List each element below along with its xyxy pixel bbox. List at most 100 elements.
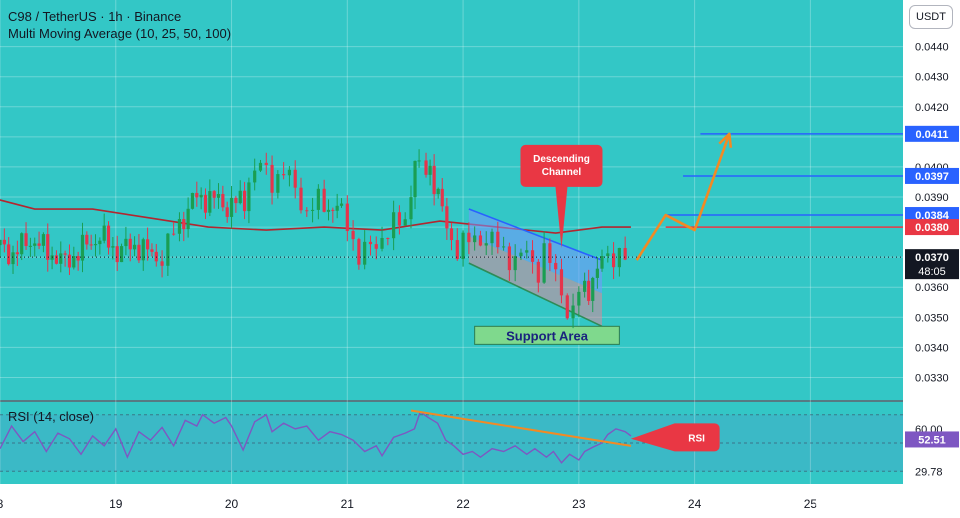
candle (424, 152, 428, 178)
candle-body (513, 256, 517, 271)
time-tick-label: 8 (0, 497, 4, 511)
candle-body (190, 192, 195, 209)
candle-body (413, 160, 417, 198)
price-level-tag (905, 219, 959, 236)
candle-body (386, 237, 390, 239)
candle (253, 158, 257, 191)
rsi-callout-label: RSI (688, 433, 705, 444)
current-price-label: 0.0370 (915, 252, 949, 264)
time-tick-label: 23 (572, 497, 586, 511)
candle-body (203, 194, 208, 213)
candle-body (93, 244, 98, 246)
candle (166, 232, 170, 276)
candle-body (282, 174, 286, 176)
candle-body (380, 237, 384, 249)
candle (591, 276, 595, 313)
candle (146, 227, 150, 261)
candle-body (368, 241, 373, 245)
currency-button[interactable]: USDT (909, 5, 953, 29)
candle (15, 240, 19, 266)
price-tick-label: 0.0440 (915, 42, 949, 54)
candle-body (63, 253, 67, 255)
candle-body (46, 234, 50, 260)
candle-body (270, 164, 274, 193)
rsi-value-tag (905, 431, 959, 448)
candle (111, 237, 115, 260)
candle-body (339, 203, 344, 206)
projection-arrowhead (718, 132, 733, 148)
candle-body (409, 197, 413, 220)
candle (484, 231, 488, 256)
candle-body (76, 256, 80, 261)
candle (525, 240, 529, 259)
candle (72, 246, 76, 270)
candle-body (542, 243, 546, 283)
candle (305, 207, 309, 217)
price-level-tag-label: 0.0384 (915, 210, 950, 222)
candle-body (577, 291, 581, 306)
candle (11, 245, 15, 274)
time-axis-background (0, 484, 903, 518)
candle (98, 237, 102, 255)
candle (623, 236, 627, 261)
candle (461, 230, 465, 267)
candle-body (166, 233, 170, 266)
candle-body (326, 209, 331, 212)
candle (496, 221, 500, 254)
candle (363, 230, 367, 270)
candle (258, 159, 263, 173)
price-tick-label: 0.0430 (915, 72, 949, 84)
candle (242, 181, 247, 220)
candle-body (496, 231, 500, 248)
candle (141, 237, 145, 271)
candle (428, 159, 432, 186)
candle-body (530, 250, 535, 262)
candle-body (177, 219, 182, 234)
candle-body (287, 169, 292, 176)
candle (221, 185, 225, 212)
time-tick-label: 21 (341, 497, 355, 511)
candle (519, 248, 523, 261)
candle (299, 177, 303, 214)
candle (115, 235, 119, 272)
candle-body (160, 261, 164, 266)
candle (28, 237, 32, 258)
candle (583, 272, 587, 298)
bar-countdown-label: 48:05 (918, 266, 946, 278)
candle (436, 187, 440, 199)
price-level-tag-label: 0.0411 (915, 129, 948, 141)
candle (467, 222, 471, 255)
candle-body (132, 244, 137, 250)
candle-body (124, 238, 128, 247)
candle-body (59, 253, 63, 264)
candle-body (258, 162, 263, 171)
candle (322, 179, 326, 213)
candle-body (473, 235, 477, 243)
candle-body (478, 235, 483, 246)
candle (132, 236, 137, 257)
candle-body (102, 225, 106, 241)
time-tick-label: 20 (225, 497, 239, 511)
rsi-value-label: 52.51 (918, 434, 946, 446)
price-tick-label: 0.0340 (915, 342, 949, 354)
candle (331, 207, 335, 223)
candle-body (554, 262, 558, 270)
candle (0, 239, 2, 258)
candle-body (623, 247, 627, 260)
candle (119, 243, 124, 263)
candle-body (316, 188, 320, 210)
candle-body (436, 188, 440, 195)
candle (195, 181, 199, 207)
candle (536, 258, 540, 293)
candle (85, 231, 89, 250)
candle (24, 222, 28, 250)
candle-body (238, 190, 242, 204)
candle (172, 222, 176, 236)
candle (432, 154, 436, 206)
rsi-trendline (410, 409, 632, 447)
candle (548, 238, 552, 272)
candle-body (111, 246, 115, 248)
candle (473, 226, 477, 251)
candle-body (20, 233, 24, 255)
candle (63, 250, 67, 267)
